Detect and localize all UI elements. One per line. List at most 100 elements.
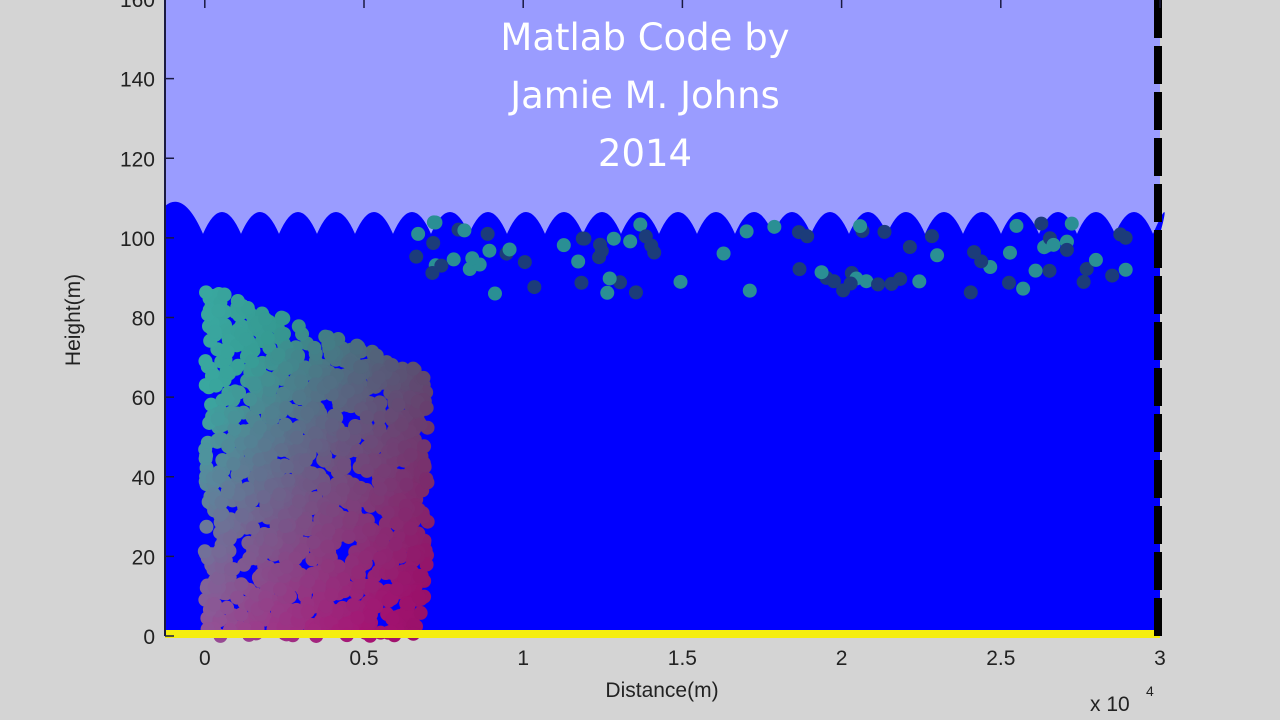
particle (366, 598, 381, 613)
particle (294, 374, 309, 389)
particle (739, 224, 754, 239)
particle (411, 226, 426, 241)
particle (201, 307, 216, 322)
particle (403, 447, 418, 462)
particle (346, 598, 361, 613)
floor-boundary (165, 630, 1160, 638)
particle (457, 223, 472, 238)
particle (209, 378, 224, 393)
particle (359, 410, 374, 425)
particle (902, 239, 917, 254)
particle (335, 482, 350, 497)
particle (577, 231, 592, 246)
particle (274, 310, 289, 325)
particle (199, 519, 214, 534)
particle (353, 576, 368, 591)
particle (1009, 218, 1024, 233)
particle (623, 234, 638, 249)
particle (338, 617, 353, 632)
particle (359, 463, 374, 478)
particle (245, 520, 260, 535)
particle (227, 421, 242, 436)
particle (924, 229, 939, 244)
particle (673, 274, 688, 289)
particle (308, 438, 323, 453)
particle (912, 274, 927, 289)
particle (1046, 237, 1061, 252)
particle (198, 354, 213, 369)
particle (227, 410, 242, 425)
particle (1105, 268, 1120, 283)
particle (767, 219, 782, 234)
particle (323, 375, 338, 390)
particle (208, 597, 223, 612)
particle (556, 238, 571, 253)
particle (843, 276, 858, 291)
particle (419, 400, 434, 415)
particle (253, 467, 268, 482)
y-tick-label: 120 (120, 148, 155, 171)
particle (272, 582, 287, 597)
particle (258, 312, 273, 327)
particle (388, 537, 403, 552)
particle (426, 236, 441, 251)
particle (413, 605, 428, 620)
particle (297, 515, 312, 530)
particle (327, 491, 342, 506)
particle (300, 406, 315, 421)
particle (353, 480, 368, 495)
particle (377, 463, 392, 478)
particle (336, 458, 351, 473)
particle (252, 420, 267, 435)
particle (826, 274, 841, 289)
particle (336, 572, 351, 587)
particle (385, 612, 400, 627)
particle (272, 487, 287, 502)
particle (487, 286, 502, 301)
particle (220, 344, 235, 359)
particle (220, 391, 235, 406)
particle (480, 226, 495, 241)
particle (240, 300, 255, 315)
particle (930, 248, 945, 263)
particle (371, 370, 386, 385)
y-axis-label: Height(m) (62, 274, 85, 366)
particle (234, 508, 249, 523)
particle (242, 551, 257, 566)
particle (336, 427, 351, 442)
particle (235, 464, 250, 479)
particle (219, 364, 234, 379)
particle (245, 493, 260, 508)
x-tick-label: 0 (199, 647, 211, 670)
particle (403, 521, 418, 536)
particle (214, 495, 229, 510)
particle (389, 581, 404, 596)
particle (1076, 274, 1091, 289)
particle (349, 340, 364, 355)
particle (428, 215, 443, 230)
particle (220, 484, 235, 499)
particle (446, 252, 461, 267)
x-tick-label: 0.5 (349, 647, 378, 670)
particle (373, 396, 388, 411)
x-tick-label: 1.5 (668, 647, 697, 670)
particle (358, 550, 373, 565)
particle (291, 319, 306, 334)
particle (212, 469, 227, 484)
x-exponent-power: 4 (1146, 683, 1154, 699)
particle (331, 559, 346, 574)
particle (234, 607, 249, 622)
particle (211, 571, 226, 586)
particle (362, 609, 377, 624)
particle (574, 275, 589, 290)
y-tick-label: 0 (143, 626, 155, 649)
particle (259, 597, 274, 612)
particle (217, 287, 232, 302)
particle (425, 265, 440, 280)
particle (397, 571, 412, 586)
particle (281, 473, 296, 488)
particle (324, 587, 339, 602)
particle (245, 354, 260, 369)
particle (212, 544, 227, 559)
particle (482, 243, 497, 258)
